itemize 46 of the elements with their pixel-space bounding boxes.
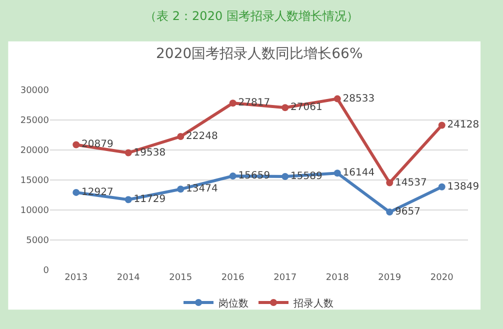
data-label: 19538 [134, 147, 166, 158]
y-tick-label: 15000 [20, 176, 50, 186]
point [229, 100, 236, 107]
data-label: 13474 [186, 184, 218, 195]
x-tick-label: 2017 [274, 273, 297, 283]
point [282, 104, 289, 112]
data-label: 14537 [395, 177, 427, 188]
y-tick-label: 20000 [20, 146, 50, 156]
point [282, 172, 289, 180]
data-label: 22248 [186, 131, 218, 142]
x-tick-label: 2018 [326, 273, 350, 283]
y-tick-label: 25000 [20, 116, 50, 126]
x-tick-label: 2013 [64, 273, 88, 283]
point [124, 196, 132, 204]
data-label: 13849 [447, 181, 480, 192]
chart-title: （表 2：2020 国考招录人数增长情况） [144, 8, 358, 23]
point [334, 170, 341, 177]
legend-label: 招录人数 [292, 297, 334, 310]
x-tick-label: 2019 [378, 273, 402, 283]
point [334, 95, 341, 102]
data-label: 9657 [395, 206, 420, 218]
data-label: 24128 [447, 120, 480, 131]
point [229, 172, 236, 180]
point [72, 141, 80, 148]
point [177, 186, 184, 193]
data-label: 28533 [342, 93, 375, 104]
point [386, 208, 394, 216]
point [72, 188, 80, 196]
x-tick-label: 2016 [221, 273, 245, 283]
point [438, 183, 446, 190]
point [386, 179, 394, 186]
data-label: 11729 [134, 194, 166, 206]
x-tick-label: 2015 [169, 273, 192, 283]
data-label: 27061 [290, 102, 322, 114]
y-tick-label: 30000 [20, 86, 50, 96]
chart-subtitle: 2020国考招录人数同比增长66% [156, 46, 363, 62]
y-tick-label: 10000 [20, 206, 50, 216]
legend-label: 岗位数 [218, 297, 248, 310]
point [177, 133, 184, 140]
point [124, 149, 132, 156]
x-tick-label: 2020 [430, 273, 454, 283]
y-tick-label: 0 [43, 266, 50, 276]
point [438, 122, 446, 129]
y-tick-label: 5000 [26, 236, 50, 246]
data-label: 16144 [342, 168, 375, 179]
x-tick-label: 2014 [116, 273, 140, 283]
